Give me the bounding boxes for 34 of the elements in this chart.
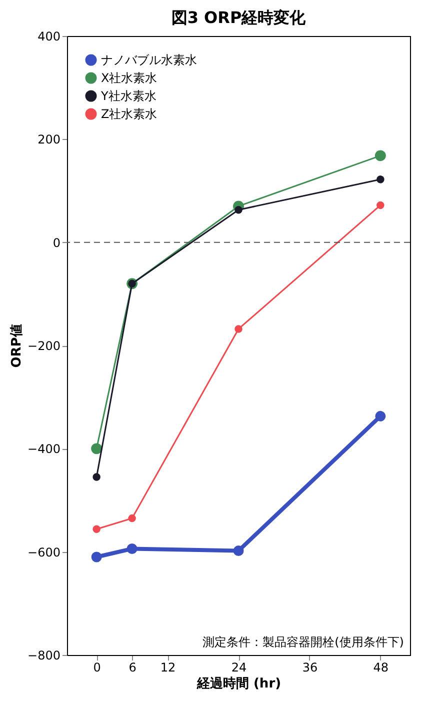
point <box>376 201 384 210</box>
y-tick-label: 200 <box>38 132 60 147</box>
x-tick-label: 6 <box>128 660 136 674</box>
point <box>374 150 386 162</box>
annotation: 測定条件：製品容器開栓(使用条件下) <box>202 635 404 649</box>
point <box>233 546 244 556</box>
y-axis-title: ORP値 <box>10 324 25 368</box>
point <box>234 325 242 333</box>
y-tick-label: −600 <box>28 545 60 560</box>
x-tick-label: 36 <box>302 660 318 674</box>
legend-label: Z社水素水 <box>101 107 158 121</box>
legend-label: X社水素水 <box>101 71 158 85</box>
point <box>128 514 136 522</box>
y-tick-label: −400 <box>28 442 60 456</box>
point <box>375 410 386 422</box>
legend-label: Y社水素水 <box>100 89 156 103</box>
y-tick-label: 400 <box>38 30 60 44</box>
point <box>92 473 100 481</box>
point <box>126 544 138 554</box>
x-axis-title: 経過時間 (hr) <box>196 676 282 692</box>
x-tick-label: 0 <box>93 660 101 674</box>
y-tick-label: −800 <box>28 648 60 662</box>
point <box>91 443 102 454</box>
y-tick-label: −200 <box>28 339 60 353</box>
point <box>92 525 100 533</box>
x-tick-label: 24 <box>231 660 247 674</box>
x-tick-label: 48 <box>373 660 389 674</box>
point <box>234 206 242 214</box>
legend-label: ナノバブル水素水 <box>101 53 197 67</box>
x-tick-label: 12 <box>160 660 176 674</box>
y-tick-label: 0 <box>52 236 60 250</box>
point <box>91 552 102 562</box>
chart-title: 図3 ORP経時変化 <box>171 8 307 27</box>
point <box>376 176 384 184</box>
